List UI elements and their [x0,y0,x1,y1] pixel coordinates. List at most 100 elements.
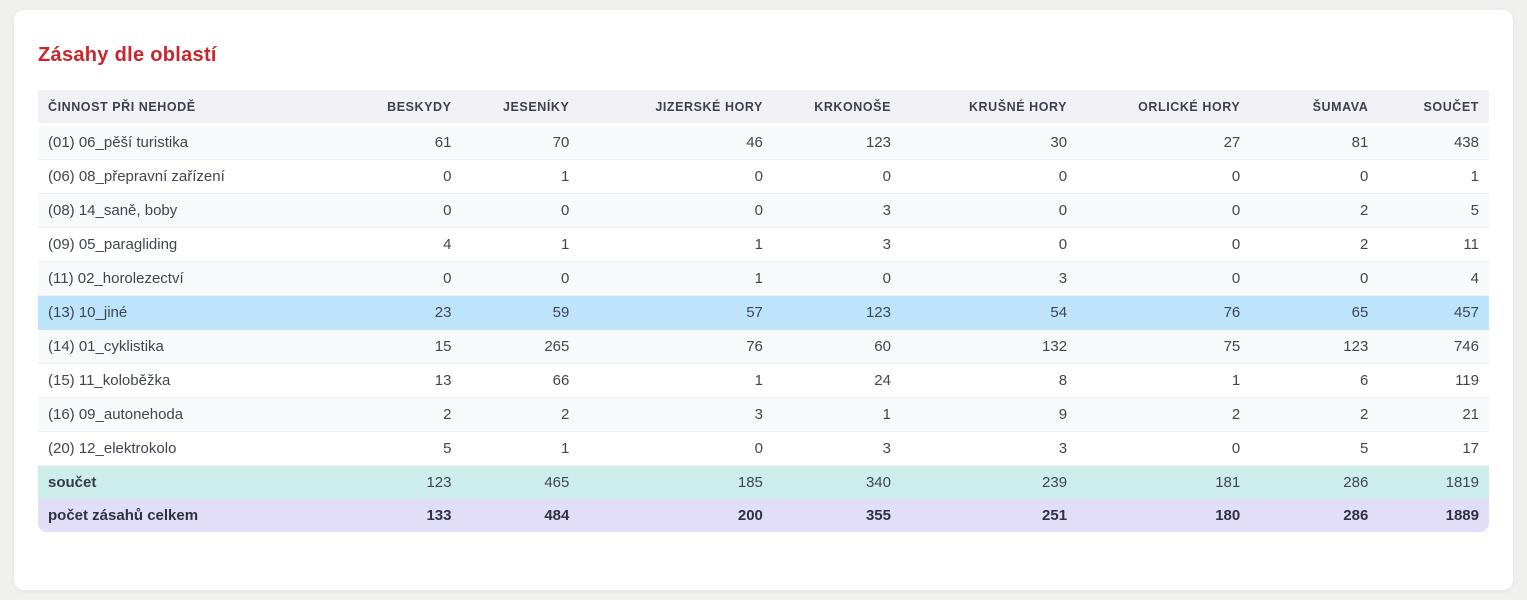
row-value: 1 [772,398,901,432]
table-body: (01) 06_pěší turistika 61 70 46 123 30 27 81 438… [38,126,1489,532]
row-value: 2 [1077,398,1251,432]
table-header-row: ČINNOST PŘI NEHODĚ BESKYDY JESENÍKY JIZERSK… [38,90,1489,126]
row-value: 180 [1077,499,1251,532]
row-value: 1 [579,364,773,398]
row-value: 265 [461,330,580,364]
row-value: 0 [1077,194,1251,228]
interventions-by-area-table: ČINNOST PŘI NEHODĚ BESKYDY JESENÍKY JIZERSK… [38,90,1489,532]
row-value: 0 [1250,262,1379,296]
row-value: 46 [579,126,773,160]
row-label: (11) 02_horolezectví [38,262,340,296]
table-row[interactable]: (06) 08_přepravní zařízení 0 1 0 0 0 0 0 1 [38,160,1489,194]
row-value: 2 [1250,228,1379,262]
row-value: 3 [900,432,1078,466]
row-value: 2 [461,398,580,432]
row-value: 286 [1250,499,1379,532]
row-value: 4 [339,228,462,262]
table-row[interactable]: (11) 02_horolezectví 0 0 1 0 3 0 0 4 [38,262,1489,296]
row-value: 5 [1250,432,1379,466]
row-value: 438 [1378,126,1489,160]
row-value: 286 [1250,466,1379,499]
row-value: 0 [900,228,1078,262]
row-value: 76 [579,330,773,364]
row-value: 11 [1378,228,1489,262]
row-label: (01) 06_pěší turistika [38,126,340,160]
row-value: 340 [772,466,901,499]
row-label: (16) 09_autonehoda [38,398,340,432]
row-value: 0 [900,160,1078,194]
row-value: 251 [900,499,1078,532]
row-value: 1 [1077,364,1251,398]
row-value: 181 [1077,466,1251,499]
row-label: (09) 05_paragliding [38,228,340,262]
row-label: (15) 11_koloběžka [38,364,340,398]
row-value: 0 [1077,228,1251,262]
row-value: 484 [461,499,580,532]
row-value: 1 [579,228,773,262]
column-header-area: BESKYDY [339,90,462,126]
row-value: 5 [1378,194,1489,228]
column-header-area: ORLICKÉ HORY [1077,90,1251,126]
row-value: 457 [1378,296,1489,330]
row-value: 1889 [1378,499,1489,532]
row-value: 5 [339,432,462,466]
table-row[interactable]: (01) 06_pěší turistika 61 70 46 123 30 27 81 438 [38,126,1489,160]
table-row[interactable]: (08) 14_saně, boby 0 0 0 3 0 0 2 5 [38,194,1489,228]
table-row[interactable]: (16) 09_autonehoda 2 2 3 1 9 2 2 21 [38,398,1489,432]
row-value: 119 [1378,364,1489,398]
row-label: počet zásahů celkem [38,499,340,532]
row-value: 81 [1250,126,1379,160]
row-value: 70 [461,126,580,160]
row-value: 0 [339,160,462,194]
row-value: 239 [900,466,1078,499]
table-row[interactable]: (15) 11_koloběžka 13 66 1 24 8 1 6 119 [38,364,1489,398]
row-value: 57 [579,296,773,330]
row-value: 66 [461,364,580,398]
table-row[interactable]: (20) 12_elektrokolo 5 1 0 3 3 0 5 17 [38,432,1489,466]
row-value: 27 [1077,126,1251,160]
column-header-area: JESENÍKY [461,90,580,126]
column-header-area: JIZERSKÉ HORY [579,90,773,126]
row-label: (14) 01_cyklistika [38,330,340,364]
row-value: 2 [1250,194,1379,228]
row-value: 0 [461,194,580,228]
row-value: 60 [772,330,901,364]
row-value: 0 [1077,262,1251,296]
row-value: 0 [579,432,773,466]
report-card: Zásahy dle oblastí ČINNOST PŘI NEHODĚ BES… [14,10,1513,590]
row-value: 1 [461,432,580,466]
row-value: 0 [579,160,773,194]
table-row[interactable]: (09) 05_paragliding 4 1 1 3 0 0 2 11 [38,228,1489,262]
row-value: 123 [1250,330,1379,364]
row-value: 123 [339,466,462,499]
table-row[interactable]: (14) 01_cyklistika 15 265 76 60 132 75 123 746 [38,330,1489,364]
row-label: součet [38,466,340,499]
row-value: 75 [1077,330,1251,364]
grand-total-row: počet zásahů celkem 133 484 200 355 251 180 286… [38,499,1489,532]
row-value: 746 [1378,330,1489,364]
row-value: 0 [339,262,462,296]
column-header-area: SOUČET [1378,90,1489,126]
page-title: Zásahy dle oblastí [38,44,217,66]
row-value: 2 [1250,398,1379,432]
row-value: 0 [1077,160,1251,194]
row-value: 59 [461,296,580,330]
column-header-activity: ČINNOST PŘI NEHODĚ [38,90,340,126]
row-value: 133 [339,499,462,532]
row-label: (20) 12_elektrokolo [38,432,340,466]
row-value: 132 [900,330,1078,364]
row-value: 1 [1378,160,1489,194]
row-value: 1819 [1378,466,1489,499]
row-value: 123 [772,126,901,160]
row-value: 3 [772,194,901,228]
row-value: 0 [772,160,901,194]
row-value: 0 [772,262,901,296]
row-value: 200 [579,499,773,532]
row-value: 0 [1250,160,1379,194]
row-value: 0 [1077,432,1251,466]
row-value: 17 [1378,432,1489,466]
row-value: 13 [339,364,462,398]
table-row[interactable]: (13) 10_jiné 23 59 57 123 54 76 65 457 [38,296,1489,330]
row-value: 8 [900,364,1078,398]
row-value: 65 [1250,296,1379,330]
